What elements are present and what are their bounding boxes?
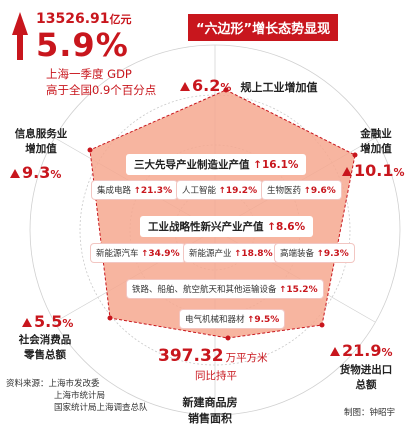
industrial-value: 6.2 <box>192 76 221 95</box>
big-up-arrow <box>12 12 28 60</box>
vertex-housing-value: 397.32 万平方米 <box>158 346 268 366</box>
gdp-growth: 5.9% <box>36 26 129 64</box>
up-arrow-icon: ↑ <box>303 186 311 196</box>
tag-ai: 人工智能 ↑19.2% <box>177 181 263 199</box>
up-arrow-icon: ↑ <box>141 249 149 259</box>
up-arrow-icon <box>180 82 190 91</box>
tag-bio: 生物医药 ↑9.6% <box>262 181 341 199</box>
gdp-caption-2: 高于全国0.9个百分点 <box>46 83 157 97</box>
vertex-retail-label: 社会消费品 零售总额 <box>18 334 72 361</box>
industrial-label: 规上工业增加值 <box>240 81 318 94</box>
tag-electric: 电气机械和器材 ↑9.5% <box>180 310 285 328</box>
source-note: 资料来源：上海市发改委 上海市统计局 国家统计局上海调查总队 <box>6 379 148 413</box>
up-arrow-icon: ↑ <box>316 249 324 259</box>
up-arrow-icon: ↑ <box>247 315 255 325</box>
three-leading-header: 三大先导产业制造业产值 ↑16.1% <box>126 154 307 175</box>
tag-nev: 新能源汽车 ↑34.9% <box>91 244 185 262</box>
vertex-info-service-label: 信息服务业 增加值 <box>14 128 68 155</box>
vertex-trade-label: 货物进出口 总额 <box>339 364 393 391</box>
up-arrow-icon <box>342 167 352 176</box>
tag-transport: 铁路、船舶、航空航天和其他运输设备 ↑15.2% <box>127 280 323 298</box>
vertex-info-service-value: 9.3% <box>10 163 61 182</box>
growth-hexagon <box>89 89 356 339</box>
up-arrow-icon: ↑ <box>279 285 287 295</box>
gdp-total: 13526.91亿元 <box>36 8 132 27</box>
vertex-housing-label: 新建商品房 销售面积 <box>182 396 238 425</box>
vertex-finance-value: 10.1% <box>342 161 405 180</box>
vertex-retail-value: 5.5% <box>22 312 73 331</box>
gdp-total-value: 13526.91 <box>36 11 110 27</box>
gdp-total-unit: 亿元 <box>109 13 132 26</box>
vertex-housing-sub: 同比持平 <box>195 370 237 382</box>
tag-high-end: 高端装备 ↑9.3% <box>275 244 354 262</box>
strategic-header: 工业战略性新兴产业产值 ↑8.6% <box>140 216 314 237</box>
up-arrow-icon <box>10 169 20 178</box>
title-badge: “六边形”增长态势显现 <box>188 14 339 41</box>
up-arrow-icon <box>330 347 340 356</box>
gdp-caption-1: 上海一季度 GDP <box>46 67 132 81</box>
vertex-industrial: 6.2% 规上工业增加值 <box>180 76 317 95</box>
up-arrow-icon: ↑ <box>267 221 276 233</box>
up-arrow-icon: ↑ <box>218 186 226 196</box>
up-arrow-icon <box>22 318 32 327</box>
vertex-trade-value: 21.9% <box>330 341 393 360</box>
credit: 制图：钟昭宇 <box>344 408 396 418</box>
up-arrow-icon: ↑ <box>133 186 141 196</box>
up-arrow-icon: ↑ <box>234 249 242 259</box>
up-arrow-icon: ↑ <box>253 159 262 171</box>
tag-new-energy: 新能源产业 ↑18.8% <box>184 244 278 262</box>
tag-ic: 集成电路 ↑21.3% <box>92 181 178 199</box>
vertex-finance-label: 金融业 增加值 <box>360 128 392 155</box>
